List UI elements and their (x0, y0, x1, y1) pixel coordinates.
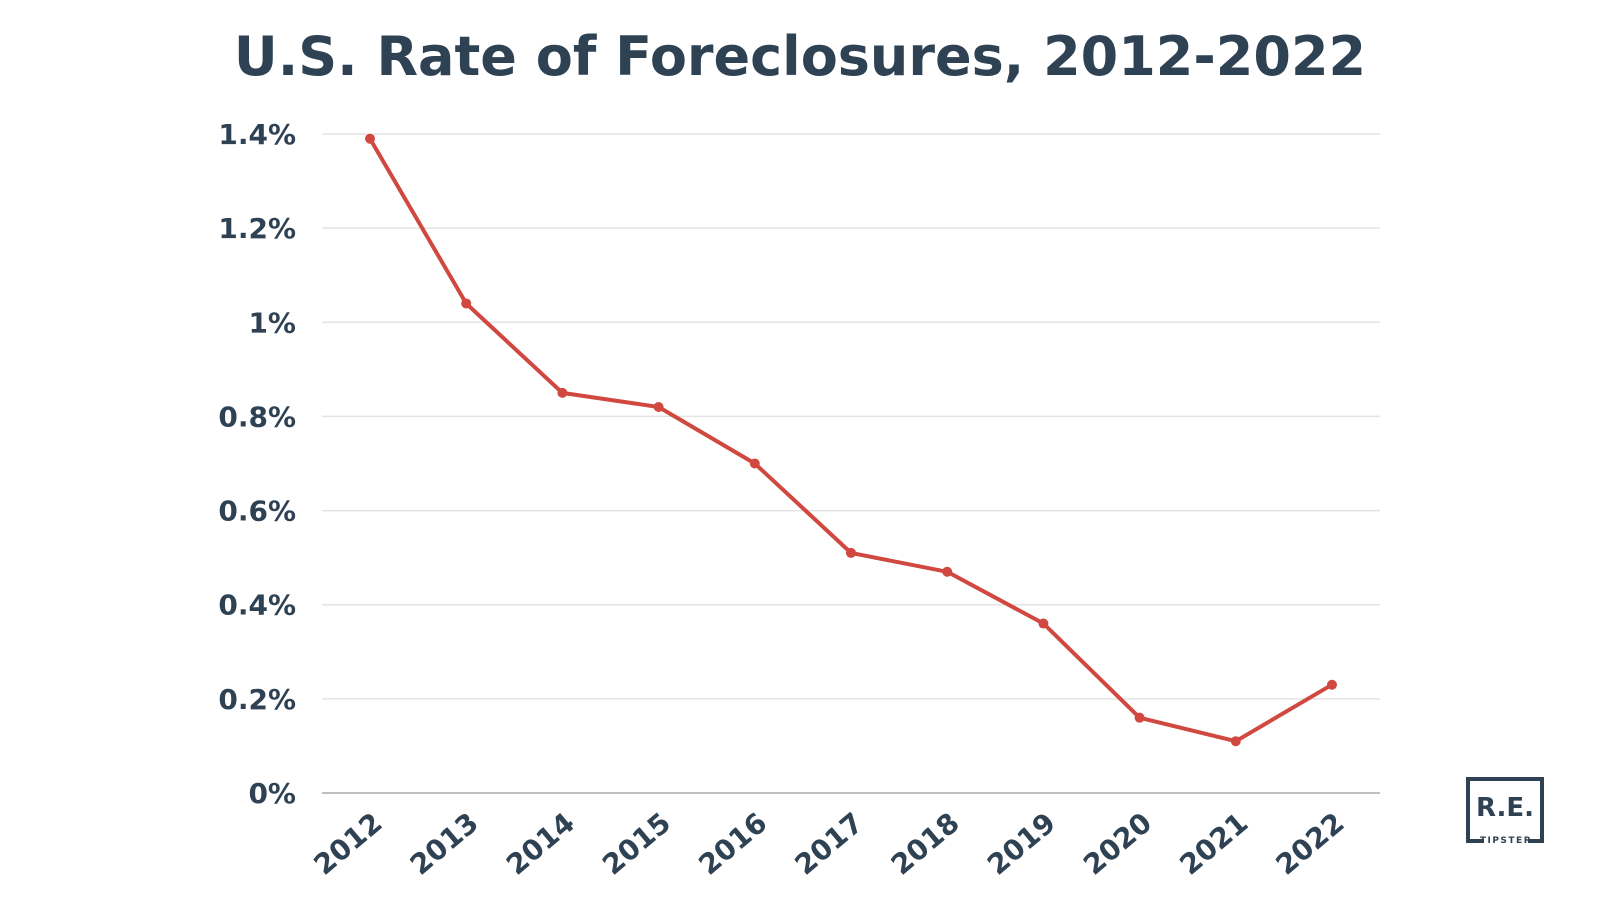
y-tick-label: 0% (248, 777, 296, 810)
x-tick-label: 2020 (1077, 806, 1158, 881)
data-point (749, 458, 760, 469)
x-tick-label: 2022 (1270, 806, 1351, 881)
x-tick-label: 2019 (981, 806, 1062, 881)
y-tick-label: 0.2% (218, 683, 296, 716)
y-tick-label: 0.8% (218, 400, 296, 433)
x-tick-label: 2016 (692, 806, 773, 881)
logo-sub-text: TIPSTER (1480, 836, 1532, 846)
x-tick-label: 2018 (885, 806, 966, 881)
series-layer (365, 133, 1337, 747)
data-point (557, 387, 568, 398)
data-point (1134, 712, 1145, 723)
grid-lines (322, 133, 1380, 794)
y-tick-label: 1.4% (218, 118, 296, 151)
data-point (461, 298, 472, 309)
data-point (1230, 736, 1241, 747)
data-point (653, 402, 664, 413)
x-tick-label: 2014 (500, 806, 581, 881)
y-tick-label: 0.6% (218, 495, 296, 528)
y-tick-label: 1.2% (218, 212, 296, 245)
series-line (368, 136, 1334, 744)
x-tick-label: 2012 (308, 806, 389, 881)
logo-main-text: R.E. (1476, 793, 1534, 823)
data-point (365, 133, 375, 144)
x-tick-label: 2021 (1173, 806, 1254, 881)
x-tick-label: 2017 (789, 806, 870, 881)
data-point (942, 566, 953, 577)
data-point (1038, 618, 1049, 629)
logo-frame-gap (1484, 831, 1528, 847)
y-axis-ticks: 0% 0.2% 0.4% 0.6% 0.8% 1% 1.2% 1.4% (218, 118, 296, 810)
data-point (846, 547, 856, 558)
x-tick-label: 2013 (404, 806, 485, 881)
re-tipster-logo: R.E. TIPSTER (1466, 777, 1544, 847)
data-point (1327, 679, 1337, 690)
x-axis-ticks: 2012 2013 2014 2015 2016 2017 2018 2019 2020 2021… (308, 806, 1351, 881)
x-tick-label: 2015 (596, 806, 677, 881)
y-tick-label: 0.4% (218, 589, 296, 622)
chart-title: U.S. Rate of Foreclosures, 2012-2022 (234, 25, 1366, 88)
y-tick-label: 1% (248, 306, 296, 339)
